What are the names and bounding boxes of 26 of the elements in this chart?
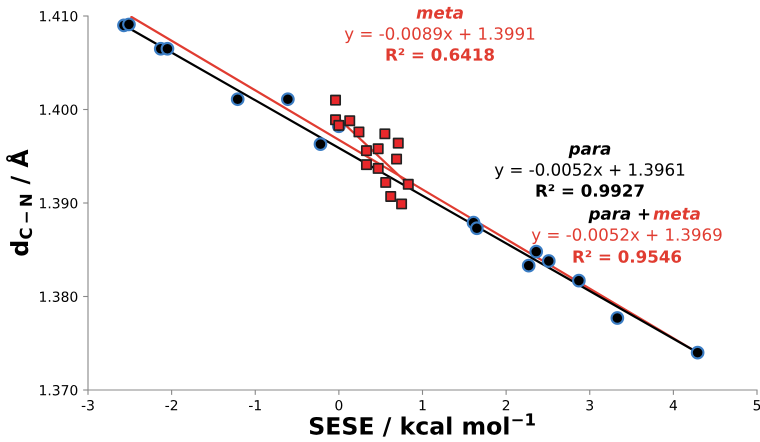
annotation: y = -0.0052x + 1.3969	[532, 228, 722, 244]
annotation: meta	[654, 208, 700, 220]
x-axis-title: SESE / kcal mol$^{−1}$	[310, 413, 535, 437]
x-tick-label: 5	[754, 400, 760, 410]
annotation: meta	[416, 6, 463, 19]
y-tick-label: 1.380	[40, 291, 78, 302]
x-tick-label: 0	[335, 400, 342, 410]
x-tick-label: 2	[502, 400, 510, 410]
x-tick-label: -2	[165, 400, 178, 410]
annotation: para	[568, 145, 610, 158]
y-tick-label: 1.410	[40, 10, 78, 22]
x-tick-label: 3	[586, 400, 594, 410]
annotation: R² = 0.6418	[386, 48, 494, 61]
annotation: y = -0.0089x + 1.3991	[344, 27, 534, 44]
annotation: R² = 0.9546	[574, 250, 682, 263]
y-tick-label: 1.400	[40, 104, 78, 115]
y-tick-label: 1.390	[40, 198, 78, 208]
x-tick-label: 4	[670, 400, 678, 410]
x-tick-label: -3	[82, 400, 94, 410]
annotation: para +	[588, 209, 650, 224]
annotation: R² = 0.9927	[536, 184, 644, 197]
x-tick-label: 1	[420, 400, 426, 410]
x-tick-label: -1	[249, 400, 261, 410]
y-tick-label: 1.370	[40, 384, 78, 396]
y-axis-title: d$_{C−N}$ / Å	[6, 149, 32, 256]
annotation: y = -0.0052x + 1.3961	[494, 163, 684, 180]
